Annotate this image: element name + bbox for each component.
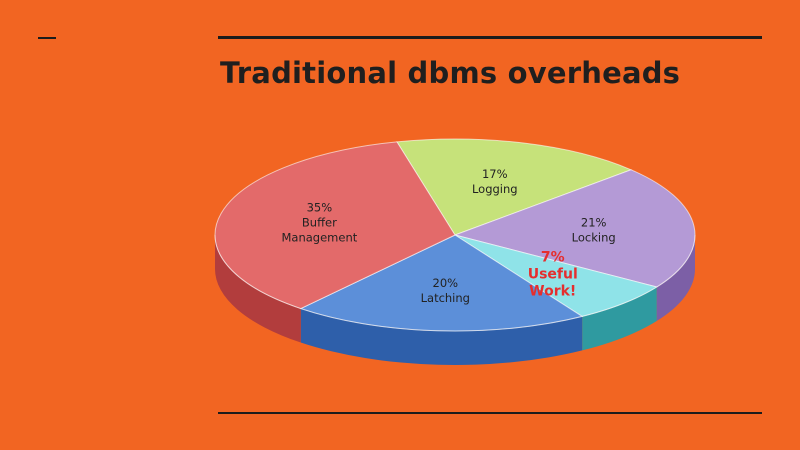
pie-rim <box>214 234 696 332</box>
pie-label-logging: 17% Logging <box>472 167 518 196</box>
pie-label-pct: 20% <box>433 276 459 290</box>
pie-label-name: Work! <box>529 284 576 300</box>
pie-label-pct: 21% <box>581 216 607 230</box>
pie-label-useful-work: 7% Useful Work! <box>528 250 578 300</box>
slide-title: Traditional dbms overheads <box>220 56 681 90</box>
bottom-divider <box>218 412 762 414</box>
corner-dash <box>38 37 56 39</box>
pie-label-name: Logging <box>472 182 518 196</box>
pie-slice-useful-work <box>454 234 658 317</box>
pie-chart: 17% Logging 21% Locking 7% Useful Work! 20% Latc… <box>200 130 710 410</box>
pie-label-name: Latching <box>421 291 470 305</box>
pie-label-pct: 7% <box>541 250 565 266</box>
pie-label-name: Useful <box>528 267 578 283</box>
pie-label-pct: 35% <box>307 200 333 214</box>
pie-slice-buffer-management <box>214 141 456 310</box>
pie-side-latching <box>300 308 583 365</box>
pie-label-name: Management <box>281 230 357 244</box>
pie-chart-svg: 17% Logging 21% Locking 7% Useful Work! 20% Latc… <box>214 138 696 365</box>
top-divider <box>218 36 762 39</box>
pie-label-name: Locking <box>572 231 616 245</box>
pie-label-locking: 21% Locking <box>572 216 616 245</box>
pie-slice-locking <box>453 169 696 288</box>
pie-label-buffer-management: 35% Buffer Management <box>281 200 357 244</box>
pie-slice-latching <box>299 234 584 332</box>
pie-label-name: Buffer <box>302 215 337 229</box>
pie-label-pct: 17% <box>482 167 508 181</box>
pie-side-useful-work <box>582 287 657 351</box>
pie-slice-logging <box>396 138 633 236</box>
pie-side-locking <box>656 235 695 322</box>
pie-side-buffer-management <box>215 235 301 343</box>
pie-label-latching: 20% Latching <box>421 276 470 305</box>
